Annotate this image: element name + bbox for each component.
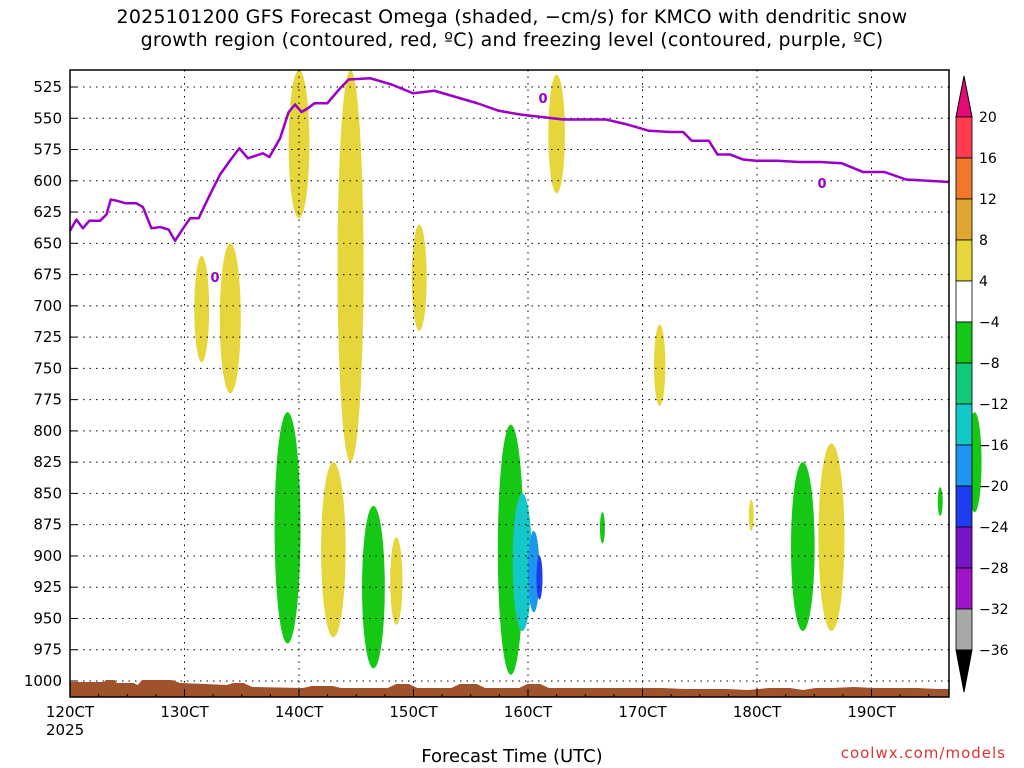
omega-region-28 xyxy=(536,555,543,600)
omega-region-8 xyxy=(321,462,346,638)
omega-region-1 xyxy=(219,243,241,394)
colorbar-seg-9 xyxy=(955,485,973,528)
y-tick-975: 975 xyxy=(33,641,62,659)
colorbar-label-1: 16 xyxy=(979,151,997,167)
colorbar-seg-3 xyxy=(955,239,973,282)
y-tick-550: 550 xyxy=(33,109,62,127)
freezing-level-label-2: 0 xyxy=(817,177,826,192)
x-tick-year: 2025 xyxy=(46,721,84,739)
colorbar-label-12: −32 xyxy=(979,602,1009,618)
colorbar-label-5: −4 xyxy=(979,315,1000,331)
colorbar-seg-10 xyxy=(955,526,973,569)
omega-region-26 xyxy=(512,493,532,631)
x-tick-6: 180CT xyxy=(733,703,782,721)
x-tick-1: 130CT xyxy=(160,703,209,721)
x-tick-0: 120CT xyxy=(46,703,95,721)
x-axis: 120CT 130CT 140CT 150CT 160CT 170CT 180CT 190CT… xyxy=(46,689,930,739)
omega-region-7 xyxy=(818,443,845,631)
colorbar-bottom-arrow xyxy=(955,649,973,693)
y-tick-825: 825 xyxy=(33,453,62,471)
colorbar-label-0: 20 xyxy=(979,110,997,126)
colorbar-seg-6 xyxy=(955,362,973,405)
colorbar-seg-8 xyxy=(955,444,973,487)
grid-layer xyxy=(70,70,949,697)
colorbar: 20 16 12 8 4 −4 −8 −12 −16 −20 −24 −28 −32 −36 xyxy=(955,75,1009,693)
y-tick-1000: 1000 xyxy=(24,672,62,690)
colorbar-label-11: −28 xyxy=(979,561,1009,577)
y-tick-625: 625 xyxy=(33,203,62,221)
y-tick-575: 575 xyxy=(33,141,62,159)
y-tick-675: 675 xyxy=(33,266,62,284)
omega-region-17 xyxy=(274,412,301,644)
colorbar-top-arrow xyxy=(955,75,973,118)
title-line-1: 2025101200 GFS Forecast Omega (shaded, −… xyxy=(116,6,908,28)
omega-region-5 xyxy=(548,74,565,194)
colorbar-seg-0 xyxy=(955,116,973,159)
omega-region-4 xyxy=(411,224,427,331)
omega-region-20 xyxy=(599,512,605,544)
y-axis: 525 550 575 600 625 650 675 700 725 750 775 800 825 8… xyxy=(24,78,77,690)
colorbar-label-3: 8 xyxy=(979,233,988,249)
y-tick-775: 775 xyxy=(33,391,62,409)
y-tick-925: 925 xyxy=(33,578,62,596)
colorbar-seg-12 xyxy=(955,608,973,651)
omega-region-18 xyxy=(362,505,385,669)
freezing-level-label-0: 0 xyxy=(210,271,219,286)
omega-region-21 xyxy=(790,462,815,631)
y-tick-875: 875 xyxy=(33,516,62,534)
y-tick-850: 850 xyxy=(33,484,62,502)
y-tick-650: 650 xyxy=(33,234,62,252)
omega-region-22 xyxy=(937,487,943,516)
colorbar-seg-1 xyxy=(955,157,973,200)
plot-frame xyxy=(69,69,950,698)
colorbar-label-9: −20 xyxy=(979,479,1009,495)
y-tick-725: 725 xyxy=(33,328,62,346)
title-line-2: growth region (contoured, red, ºC) and f… xyxy=(140,29,884,51)
colorbar-seg-11 xyxy=(955,567,973,610)
colorbar-seg-4 xyxy=(955,280,973,323)
colorbar-label-10: −24 xyxy=(979,520,1009,536)
y-tick-800: 800 xyxy=(33,422,62,440)
freezing-level-layer: 0 0 0 xyxy=(68,76,950,286)
x-tick-4: 160CT xyxy=(504,703,553,721)
freezing-level-line xyxy=(68,76,950,243)
terrain-layer xyxy=(70,680,949,697)
omega-region-6 xyxy=(653,324,666,406)
omega-region-0 xyxy=(194,255,210,363)
colorbar-seg-5 xyxy=(955,321,973,364)
y-tick-950: 950 xyxy=(33,609,62,627)
y-tick-700: 700 xyxy=(33,297,62,315)
terrain-band xyxy=(70,680,949,697)
omega-region-2 xyxy=(288,70,310,219)
omega-region-10 xyxy=(748,499,754,531)
omega-region-9 xyxy=(390,537,403,625)
x-tick-7: 190CT xyxy=(847,703,896,721)
credit-text: coolwx.com/models xyxy=(840,744,1006,762)
colorbar-seg-7 xyxy=(955,403,973,446)
y-tick-525: 525 xyxy=(33,78,62,96)
x-tick-3: 150CT xyxy=(389,703,438,721)
x-axis-label: Forecast Time (UTC) xyxy=(421,746,603,767)
colorbar-label-6: −8 xyxy=(979,356,1000,372)
y-tick-750: 750 xyxy=(33,359,62,377)
colorbar-seg-2 xyxy=(955,198,973,241)
colorbar-label-8: −16 xyxy=(979,438,1009,454)
y-tick-600: 600 xyxy=(33,172,62,190)
colorbar-label-7: −12 xyxy=(979,397,1009,413)
y-tick-900: 900 xyxy=(33,547,62,565)
colorbar-label-4: 4 xyxy=(979,274,988,290)
colorbar-label-2: 12 xyxy=(979,192,997,208)
omega-shading-layer xyxy=(194,70,982,675)
colorbar-label-13: −36 xyxy=(979,643,1009,659)
x-tick-5: 170CT xyxy=(618,703,667,721)
omega-region-3 xyxy=(337,70,364,463)
freezing-level-label-1: 0 xyxy=(538,92,547,107)
chart-title: 2025101200 GFS Forecast Omega (shaded, −… xyxy=(0,6,1024,52)
x-tick-2: 140CT xyxy=(275,703,324,721)
omega-region-27 xyxy=(528,530,540,613)
